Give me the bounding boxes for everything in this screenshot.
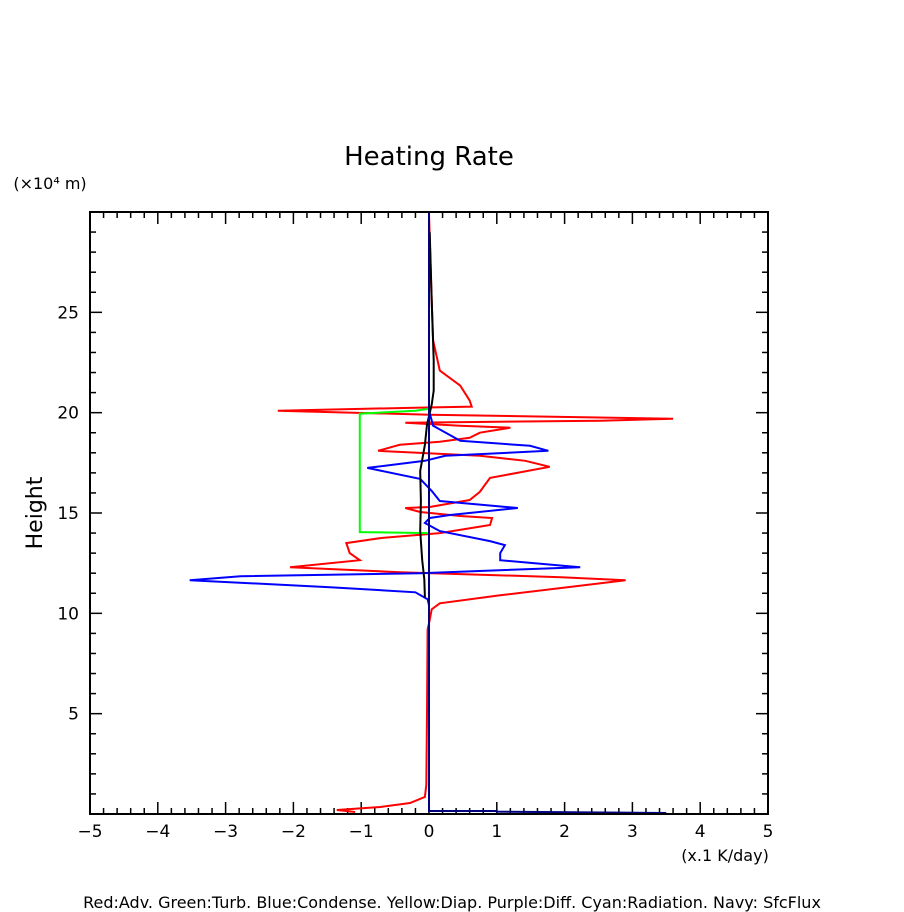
- x-tick-label: 0: [424, 822, 435, 842]
- x-tick-label: 2: [559, 822, 570, 842]
- x-unit-label: (x.1 K/day): [681, 846, 769, 865]
- x-tick-label: 3: [627, 822, 638, 842]
- plot-frame: [89, 211, 769, 815]
- x-tick-label: −5: [77, 822, 102, 842]
- series-line-green: [358, 407, 430, 535]
- y-axis-label: Height: [23, 476, 48, 549]
- x-tick-label: −4: [145, 822, 170, 842]
- x-tick-label: −3: [213, 822, 238, 842]
- x-tick-label: 4: [695, 822, 706, 842]
- series-line-navy: [428, 212, 667, 814]
- y-tick-label: 10: [57, 604, 79, 624]
- legend-text: Red:Adv. Green:Turb. Blue:Condense. Yell…: [83, 893, 821, 912]
- y-tick-labels: 5 10 15 20 25: [57, 303, 79, 724]
- series-line-blue: [189, 212, 581, 810]
- x-tick-label: 1: [491, 822, 502, 842]
- y-tick-label: 20: [57, 404, 79, 424]
- y-unit-label: (×10⁴ m): [13, 174, 86, 193]
- y-tick-label: 15: [57, 504, 79, 524]
- x-tick-label: −2: [281, 822, 306, 842]
- x-tick-label: −1: [349, 822, 374, 842]
- series-lines: [189, 212, 674, 814]
- x-tick-labels: −5 −4 −3 −2 −1 0 1 2 3 4 5: [77, 822, 773, 842]
- series-line-cyan: [419, 232, 435, 598]
- chart-title: Heating Rate: [344, 142, 514, 172]
- y-tick-label: 25: [57, 303, 79, 323]
- y-tick-label: 5: [68, 705, 79, 725]
- x-tick-label: 5: [763, 822, 774, 842]
